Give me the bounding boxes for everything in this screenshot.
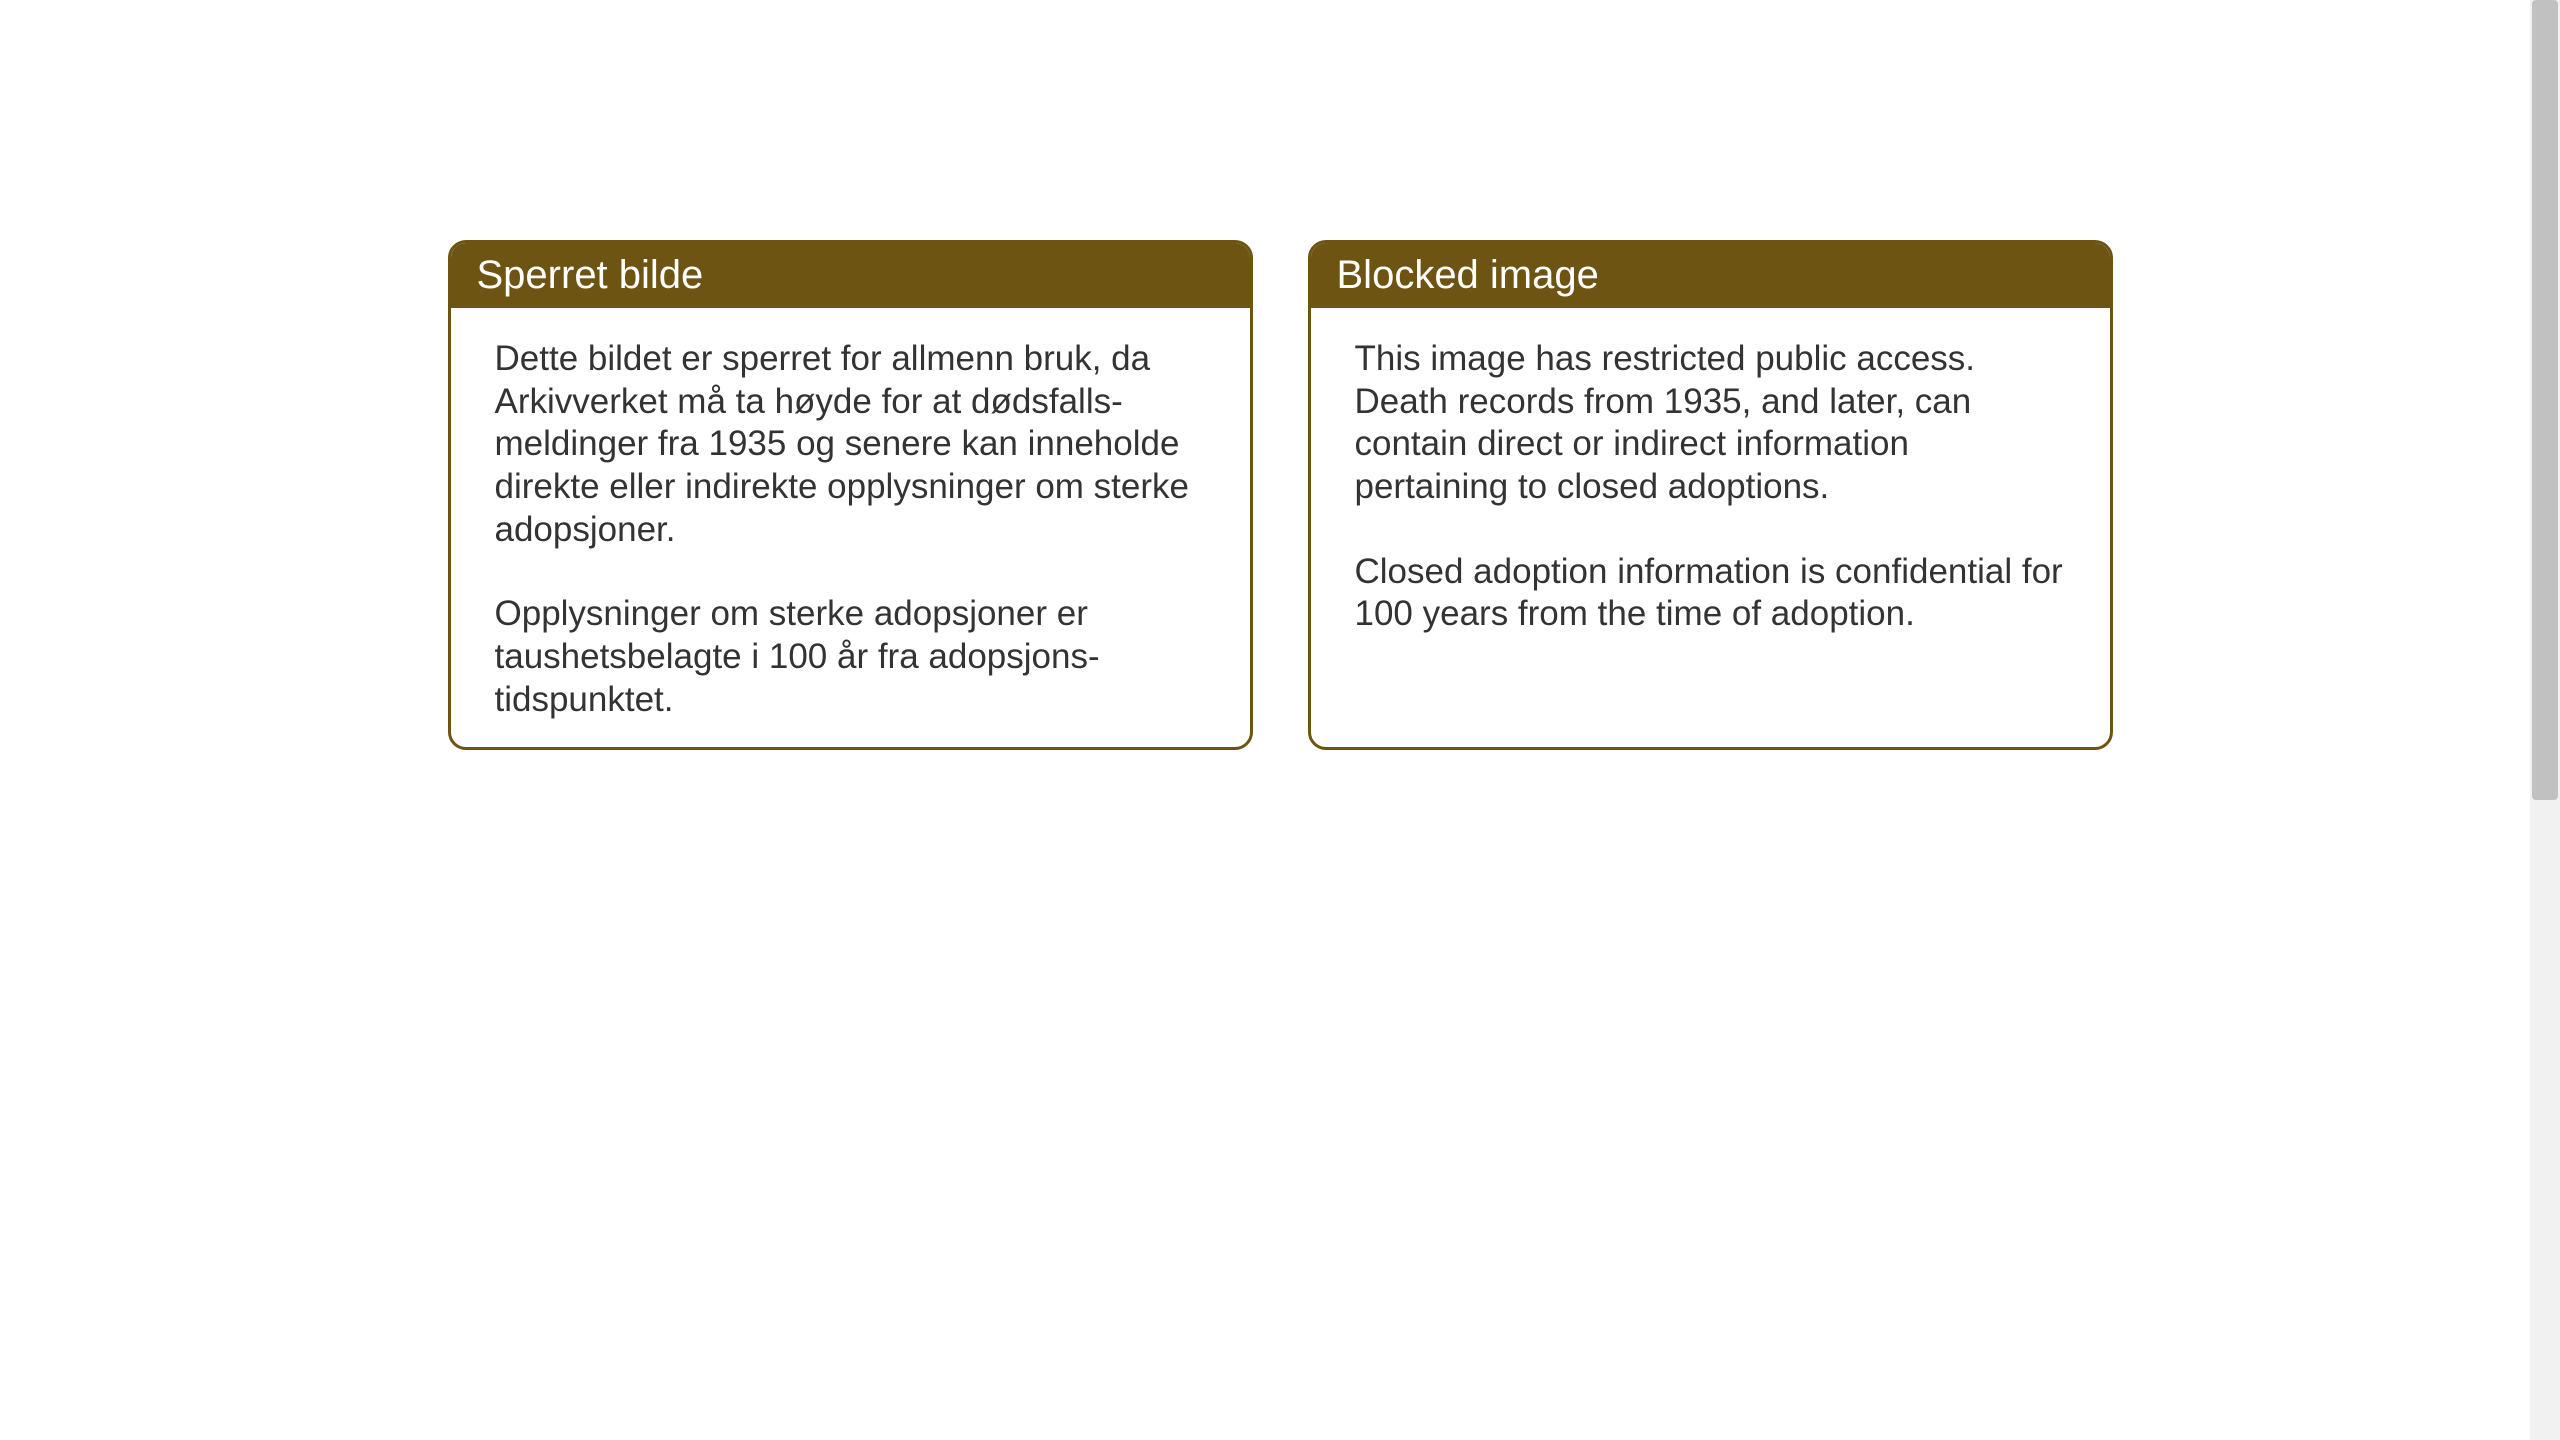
- paragraph-english-1: This image has restricted public access.…: [1355, 338, 2066, 509]
- card-body-norwegian: Dette bildet er sperret for allmenn bruk…: [451, 308, 1250, 750]
- notice-container: Sperret bilde Dette bildet er sperret fo…: [448, 240, 2113, 1440]
- paragraph-norwegian-1: Dette bildet er sperret for allmenn bruk…: [495, 338, 1206, 551]
- scrollbar-thumb[interactable]: [2532, 0, 2558, 800]
- paragraph-english-2: Closed adoption information is confident…: [1355, 551, 2066, 636]
- card-title-english: Blocked image: [1337, 253, 1599, 297]
- card-title-norwegian: Sperret bilde: [477, 253, 704, 297]
- notice-card-english: Blocked image This image has restricted …: [1308, 240, 2113, 750]
- notice-card-norwegian: Sperret bilde Dette bildet er sperret fo…: [448, 240, 1253, 750]
- paragraph-norwegian-2: Opplysninger om sterke adopsjoner er tau…: [495, 593, 1206, 721]
- card-body-english: This image has restricted public access.…: [1311, 308, 2110, 666]
- card-header-norwegian: Sperret bilde: [451, 243, 1250, 308]
- card-header-english: Blocked image: [1311, 243, 2110, 308]
- vertical-scrollbar[interactable]: [2530, 0, 2560, 1440]
